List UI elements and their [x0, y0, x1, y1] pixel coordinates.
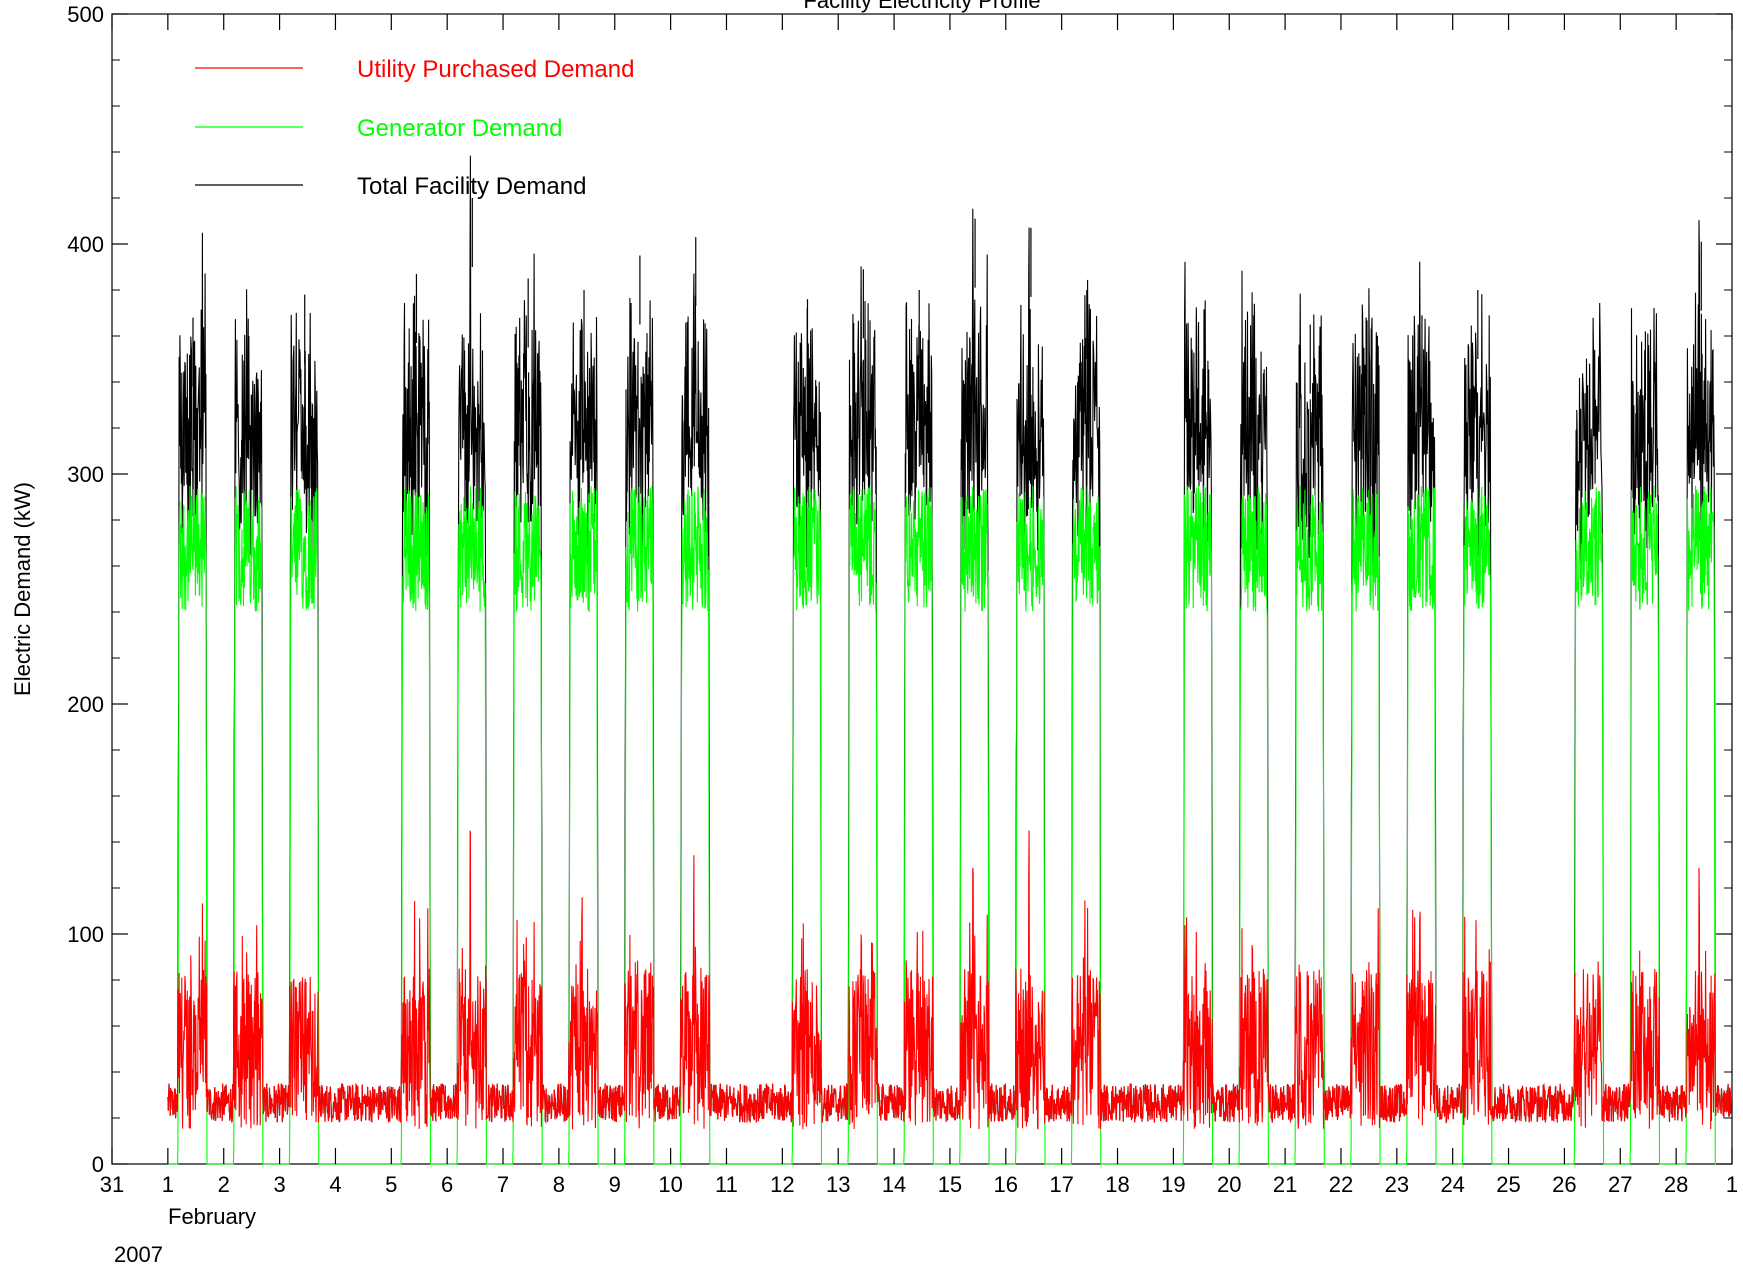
x-tick-label: 9 [609, 1172, 621, 1197]
x-tick-label: 12 [770, 1172, 794, 1197]
x-tick-label: 3 [273, 1172, 285, 1197]
x-tick-label: 7 [497, 1172, 509, 1197]
plot-frame [111, 13, 1733, 1165]
x-tick-label: 28 [1664, 1172, 1688, 1197]
x-year-label: 2007 [114, 1242, 163, 1267]
x-tick-label: 8 [553, 1172, 565, 1197]
x-tick-label: 17 [1049, 1172, 1073, 1197]
x-tick-label: 21 [1273, 1172, 1297, 1197]
x-tick-label: 24 [1440, 1172, 1464, 1197]
y-tick-label: 100 [67, 922, 104, 947]
x-tick-label: 16 [994, 1172, 1018, 1197]
y-tick-label: 500 [67, 2, 104, 27]
x-tick-label: 1 [1726, 1172, 1738, 1197]
x-tick-label: 15 [938, 1172, 962, 1197]
x-tick-label: 19 [1161, 1172, 1185, 1197]
x-tick-label: 5 [385, 1172, 397, 1197]
y-tick-label: 0 [92, 1152, 104, 1177]
x-tick-label: 2 [218, 1172, 230, 1197]
chart-title: Facility Electricity Profile [803, 0, 1040, 13]
x-tick-label: 10 [658, 1172, 682, 1197]
series-layer [167, 155, 1732, 1165]
x-tick-label: 27 [1608, 1172, 1632, 1197]
x-tick-label: 18 [1105, 1172, 1129, 1197]
x-tick-label: 4 [329, 1172, 341, 1197]
y-tick-label: 200 [67, 692, 104, 717]
x-month-label: February [168, 1204, 256, 1229]
x-tick-label: 14 [882, 1172, 906, 1197]
x-tick-label: 6 [441, 1172, 453, 1197]
y-tick-label: 300 [67, 462, 104, 487]
legend-label-total: Total Facility Demand [357, 173, 586, 200]
y-tick-label: 400 [67, 232, 104, 257]
legend: Utility Purchased Demand Generator Deman… [195, 56, 634, 200]
y-axis-title: Electric Demand (kW) [10, 482, 35, 696]
x-tick-label: 23 [1385, 1172, 1409, 1197]
x-tick-label: 26 [1552, 1172, 1576, 1197]
x-tick-label: 20 [1217, 1172, 1241, 1197]
series-line-utility [167, 830, 1732, 1130]
x-tick-label: 1 [162, 1172, 174, 1197]
legend-label-generator: Generator Demand [357, 115, 562, 142]
x-tick-label: 31 [100, 1172, 124, 1197]
x-tick-label: 13 [826, 1172, 850, 1197]
x-tick-label: 22 [1329, 1172, 1353, 1197]
x-tick-label: 25 [1496, 1172, 1520, 1197]
legend-label-utility: Utility Purchased Demand [357, 56, 634, 83]
x-tick-label: 11 [715, 1172, 738, 1197]
